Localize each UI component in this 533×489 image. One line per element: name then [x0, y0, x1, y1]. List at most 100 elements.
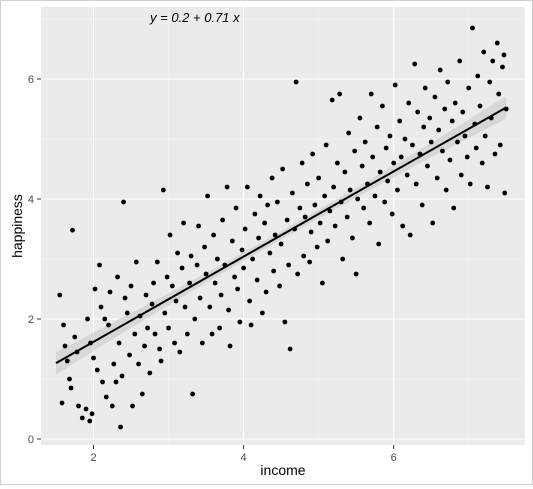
data-point: [421, 124, 427, 130]
data-point: [347, 187, 353, 193]
data-point: [419, 202, 425, 208]
data-point: [479, 160, 485, 166]
data-point: [332, 223, 338, 229]
data-point: [353, 271, 359, 277]
data-point: [383, 145, 389, 151]
data-point: [103, 394, 109, 400]
data-point: [323, 142, 329, 148]
data-point: [241, 265, 247, 271]
data-point: [263, 289, 269, 295]
data-point: [398, 154, 404, 160]
data-point: [109, 403, 115, 409]
y-axis-title: happiness: [9, 194, 25, 258]
data-point: [211, 232, 216, 238]
data-point: [337, 91, 343, 97]
data-point: [87, 418, 93, 424]
data-point: [299, 160, 305, 166]
data-point: [460, 109, 466, 115]
data-point: [470, 25, 475, 31]
data-point: [464, 154, 470, 160]
data-point: [359, 163, 365, 169]
data-point: [237, 319, 243, 325]
data-point: [100, 379, 105, 385]
data-point: [118, 424, 123, 430]
data-point: [447, 157, 453, 163]
y-tick-label: 2: [28, 314, 34, 326]
data-point: [98, 304, 104, 310]
data-point: [316, 175, 322, 181]
data-point: [233, 205, 239, 211]
data-point: [487, 79, 493, 85]
data-point: [392, 82, 398, 88]
data-point: [496, 91, 502, 97]
y-tick-label: 4: [28, 194, 34, 206]
data-point: [68, 385, 74, 391]
data-point: [254, 277, 260, 283]
data-point: [277, 283, 283, 289]
data-point: [307, 259, 313, 265]
data-point: [76, 403, 81, 409]
data-point: [372, 193, 378, 199]
data-point: [59, 400, 65, 406]
data-point: [402, 136, 408, 142]
data-point: [166, 325, 171, 331]
data-point: [280, 166, 286, 172]
data-point: [177, 349, 183, 355]
data-point: [485, 184, 490, 190]
data-point: [209, 331, 215, 337]
data-point: [220, 217, 225, 223]
data-point: [61, 322, 66, 328]
data-point: [368, 91, 374, 97]
data-point: [436, 127, 442, 133]
data-point: [352, 148, 358, 154]
data-point: [160, 187, 166, 193]
data-point: [128, 283, 134, 289]
data-point: [181, 220, 186, 226]
data-point: [149, 301, 155, 307]
data-point: [377, 169, 383, 175]
data-point: [357, 115, 363, 121]
data-point: [267, 250, 273, 256]
data-point: [473, 145, 479, 151]
data-point: [346, 130, 352, 136]
data-point: [501, 52, 507, 58]
data-point: [428, 139, 434, 145]
data-point: [455, 139, 460, 145]
data-point: [502, 190, 508, 196]
data-point: [111, 361, 117, 367]
data-point: [139, 391, 145, 397]
data-point: [295, 271, 301, 277]
data-point: [314, 244, 320, 250]
data-point: [422, 85, 428, 91]
data-point: [434, 175, 440, 181]
data-point: [367, 220, 373, 226]
data-point: [235, 286, 241, 292]
data-point: [440, 148, 445, 154]
data-point: [256, 235, 262, 241]
y-tick-label: 6: [28, 74, 34, 86]
data-point: [482, 133, 488, 139]
data-point: [133, 259, 139, 265]
data-point: [370, 154, 376, 160]
data-point: [380, 103, 385, 109]
data-point: [262, 220, 268, 226]
major-gridlines: [41, 7, 525, 445]
data-point: [113, 379, 119, 385]
data-point: [173, 298, 179, 304]
data-point: [269, 175, 275, 181]
data-point: [406, 100, 412, 106]
data-point: [312, 202, 318, 208]
data-point: [92, 286, 98, 292]
data-point: [190, 391, 195, 397]
data-point: [217, 325, 222, 331]
data-point: [286, 262, 292, 268]
data-point: [91, 355, 96, 361]
data-point: [147, 370, 153, 376]
x-tick-label: 6: [391, 452, 397, 464]
data-point: [85, 316, 90, 322]
data-point: [252, 211, 258, 217]
data-point: [106, 322, 111, 328]
data-point: [301, 253, 307, 259]
data-point: [494, 40, 500, 46]
data-point: [259, 310, 265, 316]
